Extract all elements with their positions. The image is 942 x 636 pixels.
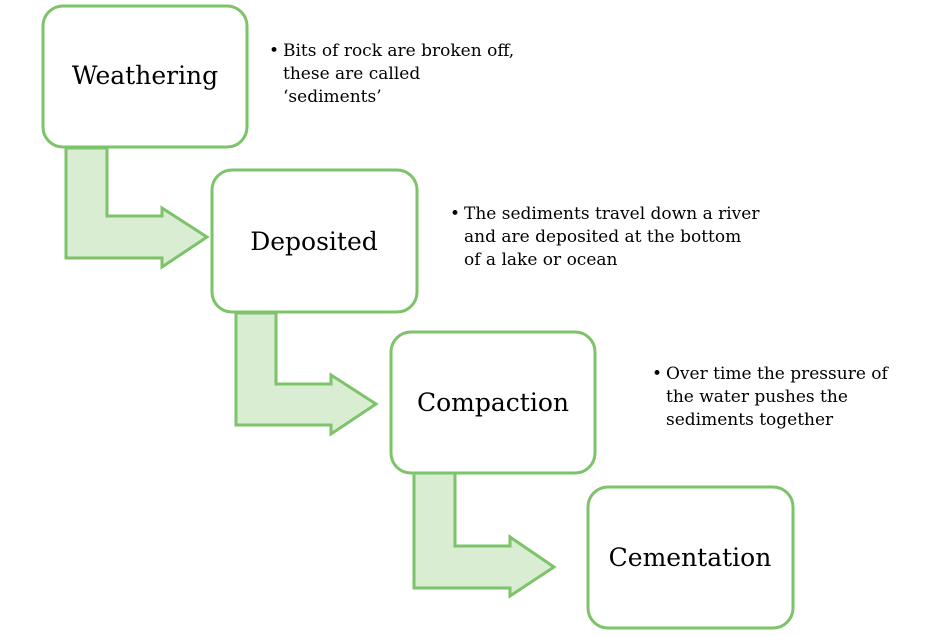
arrow-deposited-to-compaction [234, 311, 379, 437]
arrow-compaction-to-cementation [412, 471, 557, 599]
description-weathering: • Bits of rock are broken off, these are… [269, 40, 519, 109]
description-weathering-text: Bits of rock are broken off, these are c… [283, 41, 515, 107]
step-box-cementation [586, 485, 795, 630]
step-label-cementation: Cementation [609, 543, 772, 572]
step-box-compaction [389, 330, 597, 475]
step-label-deposited: Deposited [250, 227, 378, 256]
description-compaction: • Over time the pressure of the water pu… [652, 363, 907, 432]
description-deposited-text: The sediments travel down a river and ar… [464, 204, 760, 270]
bullet-icon: • [450, 204, 461, 224]
step-label-weathering: Weathering [72, 61, 218, 90]
bullet-icon: • [652, 364, 663, 384]
bullet-icon: • [269, 41, 280, 61]
step-box-weathering [41, 4, 249, 149]
step-label-compaction: Compaction [417, 388, 569, 417]
arrow-weathering-to-deposited [64, 146, 210, 270]
step-box-deposited [210, 168, 419, 314]
description-deposited: • The sediments travel down a river and … [450, 203, 760, 272]
description-compaction-text: Over time the pressure of the water push… [666, 364, 888, 430]
